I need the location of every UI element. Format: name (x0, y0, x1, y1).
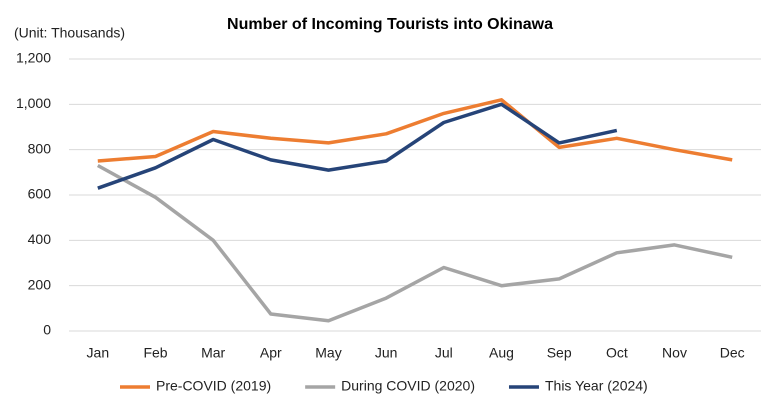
legend-label: Pre-COVID (2019) (156, 378, 271, 394)
series-line (97, 98, 733, 163)
y-tick-label: 400 (28, 231, 52, 247)
x-tick-label: Jan (87, 345, 110, 361)
y-tick-label: 0 (43, 322, 51, 338)
x-tick-label: Sep (547, 345, 572, 361)
y-tick-label: 800 (28, 140, 52, 156)
series-line (96, 163, 733, 323)
x-tick-label: Jul (435, 345, 453, 361)
legend-label: This Year (2024) (545, 378, 648, 394)
x-tick-label: Mar (201, 345, 225, 361)
legend-label: During COVID (2020) (341, 378, 475, 394)
x-tick-label: Apr (260, 345, 282, 361)
x-tick-label: Aug (489, 345, 514, 361)
x-tick-label: Feb (143, 345, 167, 361)
x-tick-label: Jun (375, 345, 398, 361)
x-tick-label: Nov (662, 345, 687, 361)
y-tick-label: 200 (28, 276, 52, 292)
x-tick-label: May (315, 345, 341, 361)
y-tick-label: 600 (28, 186, 52, 202)
y-tick-label: 1,000 (16, 95, 51, 111)
chart-title: Number of Incoming Tourists into Okinawa (227, 16, 553, 33)
series-line (97, 102, 618, 190)
y-tick-label: 1,200 (16, 50, 51, 66)
x-tick-label: Oct (606, 345, 628, 361)
x-tick-label: Dec (720, 345, 745, 361)
unit-label: (Unit: Thousands) (14, 25, 125, 41)
